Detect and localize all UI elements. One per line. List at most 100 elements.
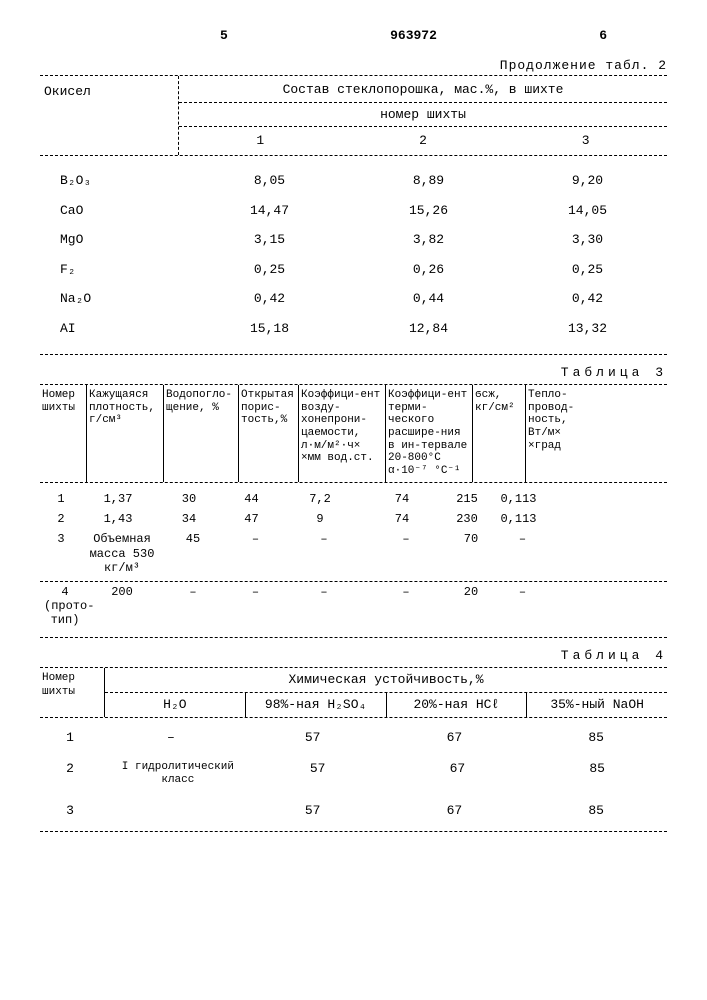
table-row: 1–576785 [40, 722, 667, 754]
t2-sub-header: номер шихты [179, 102, 667, 127]
t3-h1: Номер шихты [40, 385, 87, 481]
oxide-cell: CaO [40, 203, 190, 219]
value-cell: – [495, 532, 550, 575]
value-cell: 45 [158, 532, 228, 575]
oxide-cell: AI [40, 321, 190, 337]
value-cell: 67 [384, 803, 526, 819]
t3-h7: ϭсж, кг/см² [473, 385, 526, 481]
table-row: MgO3,153,823,30 [40, 225, 667, 255]
value-cell: – [100, 730, 242, 746]
table-3-label: Таблица 3 [40, 365, 667, 381]
value-cell: 0,113 [491, 492, 546, 506]
value-cell: 1,43 [82, 512, 154, 526]
value-cell: I гидролитический класс [100, 761, 248, 787]
value-cell: 0,113 [491, 512, 546, 526]
table-row: 11,3730447,2742150,113 [40, 489, 667, 509]
value-cell: 15,26 [349, 203, 508, 219]
value-cell: 67 [388, 761, 528, 787]
value-cell: 57 [242, 803, 384, 819]
value-cell: 30 [154, 492, 224, 506]
value-cell: 0,42 [508, 291, 667, 307]
table-row: 2I гидролитический класс576785 [40, 753, 667, 795]
t4-col-4: 35%-ный NaOH [527, 693, 667, 717]
value-cell: 0,44 [349, 291, 508, 307]
value-cell: 1,37 [82, 492, 154, 506]
value-cell: – [228, 585, 283, 628]
oxide-cell: Na₂O [40, 291, 190, 307]
value-cell: 34 [154, 512, 224, 526]
t4-col-1: H₂O [105, 693, 246, 717]
table-2: Окисел Состав стеклопорошка, мас.%, в ши… [40, 75, 667, 354]
value-cell: 7,2 [279, 492, 361, 506]
value-cell: 0,26 [349, 262, 508, 278]
value-cell: 8,89 [349, 173, 508, 189]
value-cell: 15,18 [190, 321, 349, 337]
table-row: Na₂O0,420,440,42 [40, 284, 667, 314]
value-cell: 0,42 [190, 291, 349, 307]
continuation-label: Продолжение табл. 2 [40, 58, 667, 74]
value-cell: – [228, 532, 283, 575]
table-row: B₂O₃8,058,899,20 [40, 166, 667, 196]
value-cell: – [283, 585, 365, 628]
table-row: 3Объемная масса 530 кг/м³45–––70– [40, 529, 667, 578]
table-4: Номер шихты Химическая устойчивость,% H₂… [40, 667, 667, 832]
t2-col-1: 1 [179, 133, 342, 149]
row-num: 1 [40, 730, 100, 746]
value-cell: 70 [447, 532, 495, 575]
t3-h3: Водопогло-щение, % [164, 385, 239, 481]
t2-oxide-header: Окисел [40, 76, 179, 155]
value-cell: 8,05 [190, 173, 349, 189]
t3-h6: Коэффици-ент терми-ческого расшире-ния в… [386, 385, 473, 481]
value-cell: 3,82 [349, 232, 508, 248]
t3-h4: Открытая порис-тость,% [239, 385, 299, 481]
value-cell: 57 [248, 761, 388, 787]
doc-number: 963972 [390, 28, 437, 44]
value-cell: 57 [242, 730, 384, 746]
value-cell: 74 [361, 492, 443, 506]
value-cell: 0,25 [190, 262, 349, 278]
value-cell: – [283, 532, 365, 575]
value-cell: 12,84 [349, 321, 508, 337]
t4-col-3: 20%-ная HCℓ [387, 693, 528, 717]
table-row: 21,4334479742300,113 [40, 509, 667, 529]
value-cell: 14,05 [508, 203, 667, 219]
value-cell: 2 [40, 512, 82, 526]
value-cell: – [495, 585, 550, 628]
value-cell: 215 [443, 492, 491, 506]
value-cell: 44 [224, 492, 279, 506]
value-cell: 85 [525, 730, 667, 746]
row-num: 3 [40, 803, 100, 819]
value-cell: 230 [443, 512, 491, 526]
table-row: 3 576785 [40, 795, 667, 827]
table-row: 4 (прото-тип)200––––20– [40, 581, 667, 631]
table-row: AI15,1812,8413,32 [40, 314, 667, 344]
value-cell: 200 [86, 585, 158, 628]
oxide-cell: F₂ [40, 262, 190, 278]
t2-col-2: 2 [342, 133, 505, 149]
value-cell: 74 [361, 512, 443, 526]
value-cell: – [158, 585, 228, 628]
value-cell: 47 [224, 512, 279, 526]
page-left: 5 [220, 28, 228, 44]
value-cell: 9 [279, 512, 361, 526]
t3-h2: Кажущаяся плотность, г/см³ [87, 385, 164, 481]
value-cell: 67 [384, 730, 526, 746]
value-cell: 13,32 [508, 321, 667, 337]
value-cell: 3,15 [190, 232, 349, 248]
value-cell [100, 803, 242, 819]
table-row: F₂0,250,260,25 [40, 255, 667, 285]
value-cell: – [365, 585, 447, 628]
oxide-cell: MgO [40, 232, 190, 248]
value-cell: – [365, 532, 447, 575]
value-cell: 85 [527, 761, 667, 787]
t3-h5: Коэффици-ент возду-хонепрони-цаемости, л… [299, 385, 386, 481]
table-row: CaO14,4715,2614,05 [40, 196, 667, 226]
t3-h8: Тепло-провод-ность, Вт/м× ×град [526, 385, 585, 481]
table-4-label: Таблица 4 [40, 648, 667, 664]
t2-composition-header: Состав стеклопорошка, мас.%, в шихте [179, 82, 667, 98]
table-3: Номер шихты Кажущаяся плотность, г/см³ В… [40, 384, 667, 638]
row-num: 4 (прото-тип) [40, 585, 86, 628]
value-cell: 0,25 [508, 262, 667, 278]
value-cell: 14,47 [190, 203, 349, 219]
value-cell: 85 [525, 803, 667, 819]
